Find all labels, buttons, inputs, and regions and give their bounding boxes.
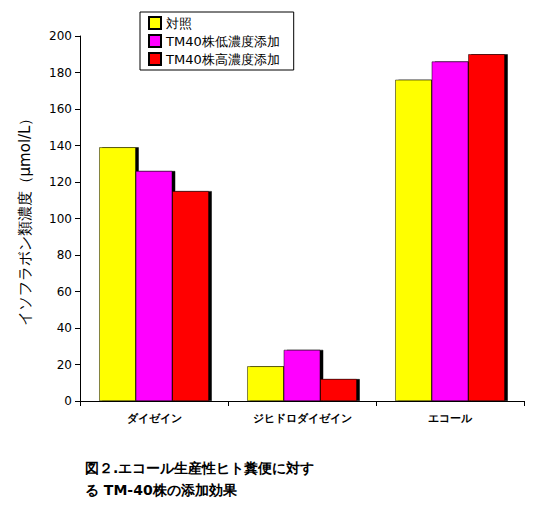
svg-text:エコール: エコール (428, 412, 473, 425)
svg-text:140: 140 (49, 139, 72, 153)
svg-text:20: 20 (57, 358, 72, 372)
svg-text:200: 200 (49, 29, 72, 43)
svg-text:る TM-40株の添加効果: る TM-40株の添加効果 (85, 482, 238, 498)
svg-text:TM40株低濃度添加: TM40株低濃度添加 (165, 34, 280, 49)
svg-text:100: 100 (49, 212, 72, 226)
svg-text:180: 180 (49, 66, 72, 80)
svg-text:0: 0 (64, 394, 72, 408)
svg-text:ダイゼイン: ダイゼイン (127, 412, 182, 425)
svg-text:図２.エコール生産性ヒト糞便に対す: 図２.エコール生産性ヒト糞便に対す (85, 460, 314, 476)
svg-text:TM40株高濃度添加: TM40株高濃度添加 (165, 52, 280, 67)
svg-text:160: 160 (49, 102, 72, 116)
svg-text:120: 120 (49, 175, 72, 189)
svg-text:イソフラボン類濃度（μmol/L）: イソフラボン類濃度（μmol/L） (16, 111, 34, 327)
svg-text:ジヒドロダイゼイン: ジヒドロダイゼイン (253, 412, 352, 425)
svg-text:40: 40 (57, 321, 72, 335)
svg-text:60: 60 (57, 285, 72, 299)
svg-text:80: 80 (57, 248, 72, 262)
svg-text:対照: 対照 (166, 16, 192, 31)
